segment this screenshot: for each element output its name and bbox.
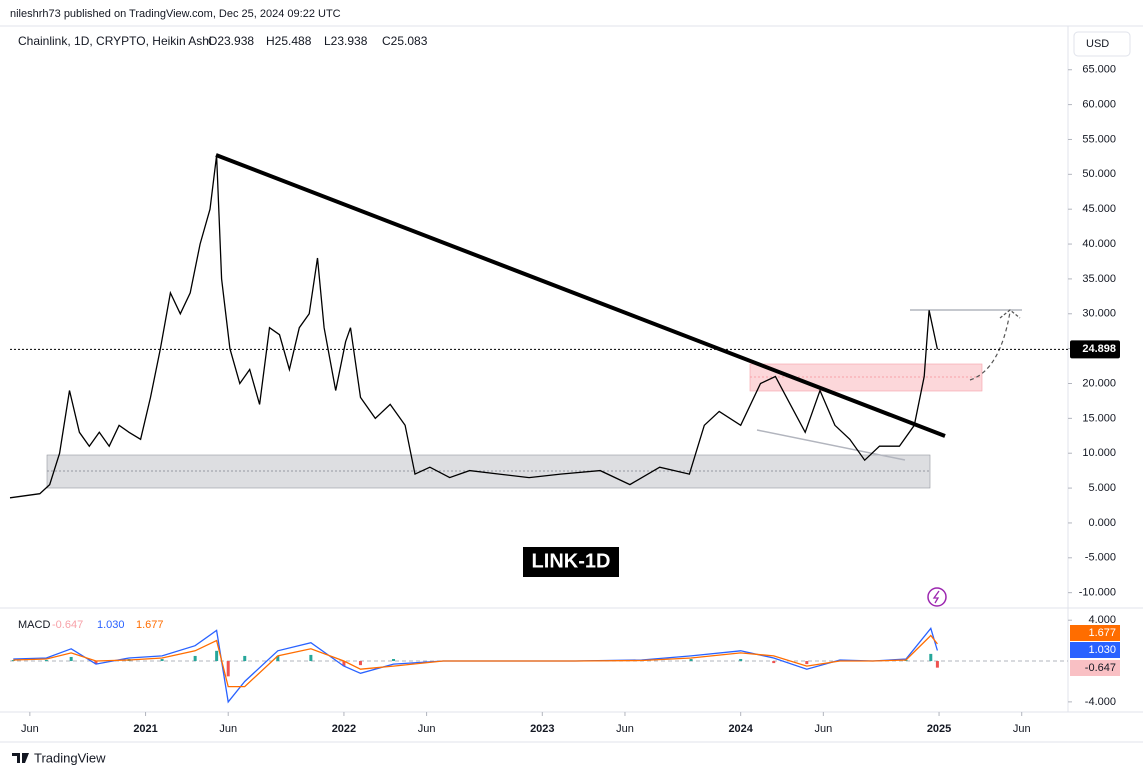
x-tick-label: Jun bbox=[616, 723, 634, 735]
currency-button[interactable] bbox=[1073, 31, 1131, 57]
x-tick-label: 2022 bbox=[332, 723, 356, 735]
macd-signal-value: 1.677 bbox=[136, 619, 164, 631]
histogram-bar bbox=[689, 659, 693, 662]
ohlc-value: L23.938 bbox=[324, 34, 368, 48]
symbol-legend: Chainlink, 1D, CRYPTO, Heikin Ashi bbox=[18, 34, 212, 48]
x-tick-label: Jun bbox=[219, 723, 237, 735]
histogram-bar bbox=[243, 655, 247, 662]
signal-line bbox=[13, 634, 938, 688]
ohlc-value: C25.083 bbox=[382, 34, 428, 48]
histogram-bar bbox=[69, 656, 73, 662]
histogram-bar bbox=[392, 659, 396, 662]
histogram-bar bbox=[805, 661, 809, 665]
y-tick-label: 40.000 bbox=[1082, 238, 1116, 250]
x-tick-label: 2021 bbox=[133, 723, 157, 735]
histogram-bar bbox=[358, 661, 362, 666]
title-box bbox=[523, 547, 619, 577]
x-tick-label: Jun bbox=[1013, 723, 1031, 735]
macd-value: 1.030 bbox=[97, 619, 125, 631]
y-tick-label: 45.000 bbox=[1082, 203, 1116, 215]
support-trendline bbox=[756, 429, 906, 461]
histogram-bar bbox=[226, 661, 230, 677]
histogram-bar bbox=[11, 660, 15, 662]
last-price-box bbox=[1070, 340, 1120, 359]
histogram-bar bbox=[276, 655, 280, 662]
value-box-label: 1.030 bbox=[1088, 644, 1116, 656]
y-tick-label: 50.000 bbox=[1082, 168, 1116, 180]
ohlc-value: O23.938 bbox=[208, 34, 254, 48]
arrow-head bbox=[999, 309, 1021, 319]
histogram-bar bbox=[44, 660, 48, 662]
histogram-bar bbox=[215, 650, 219, 662]
projection-arrow bbox=[969, 311, 1011, 381]
histogram-bar bbox=[309, 654, 313, 662]
value-box-label: -0.647 bbox=[1085, 662, 1116, 674]
histogram-bar bbox=[739, 659, 743, 662]
x-tick-label: 2023 bbox=[530, 723, 554, 735]
x-tick-label: 2025 bbox=[927, 723, 951, 735]
y-tick-label: -5.000 bbox=[1085, 552, 1116, 564]
macd-title: MACD bbox=[18, 619, 50, 631]
histogram-bar bbox=[935, 661, 939, 668]
y-tick-label: 5.000 bbox=[1088, 482, 1116, 494]
value-box-label: 1.677 bbox=[1088, 627, 1116, 639]
x-tick-label: 2024 bbox=[728, 723, 753, 735]
event-bolt bbox=[932, 590, 940, 604]
histogram-bar bbox=[342, 661, 346, 667]
histogram-bar bbox=[160, 659, 164, 662]
y-tick-label: 30.000 bbox=[1082, 308, 1116, 320]
brand-logo bbox=[12, 753, 29, 763]
y-tick-label: 15.000 bbox=[1082, 412, 1116, 424]
ohlc-value: H25.488 bbox=[266, 34, 312, 48]
macd-hist-value: -0.647 bbox=[52, 619, 83, 631]
histogram-bar bbox=[94, 661, 98, 665]
chart-title: LINK-1D bbox=[532, 550, 611, 572]
publish-info: nileshrh73 published on TradingView.com,… bbox=[10, 8, 341, 20]
histogram-bar bbox=[929, 653, 933, 662]
price-line bbox=[9, 155, 939, 499]
y-tick-label: 4.000 bbox=[1088, 614, 1116, 626]
y-tick-label: 0.000 bbox=[1088, 517, 1116, 529]
y-tick-label: 35.000 bbox=[1082, 273, 1116, 285]
value-box bbox=[1070, 642, 1120, 658]
histogram-bar bbox=[193, 655, 197, 662]
currency: USD bbox=[1086, 38, 1109, 50]
y-tick-label: 10.000 bbox=[1082, 447, 1116, 459]
event-icon[interactable] bbox=[927, 587, 947, 607]
main-trendline bbox=[215, 153, 946, 438]
y-tick-label: 65.000 bbox=[1082, 64, 1116, 76]
y-tick-label: -4.000 bbox=[1085, 696, 1116, 708]
y-tick-label: 55.000 bbox=[1082, 133, 1116, 145]
last-price-label: 24.898 bbox=[1082, 343, 1116, 355]
value-box bbox=[1070, 660, 1120, 676]
x-tick-label: Jun bbox=[418, 723, 436, 735]
y-tick-label: 60.000 bbox=[1082, 99, 1116, 111]
brand: TradingView bbox=[34, 750, 106, 765]
y-tick-label: 20.000 bbox=[1082, 377, 1116, 389]
x-tick-label: Jun bbox=[21, 723, 39, 735]
histogram-bar bbox=[772, 661, 776, 664]
x-tick-label: Jun bbox=[814, 723, 832, 735]
macd-line bbox=[13, 627, 939, 704]
y-tick-label: -10.000 bbox=[1079, 587, 1116, 599]
value-box bbox=[1070, 625, 1120, 641]
